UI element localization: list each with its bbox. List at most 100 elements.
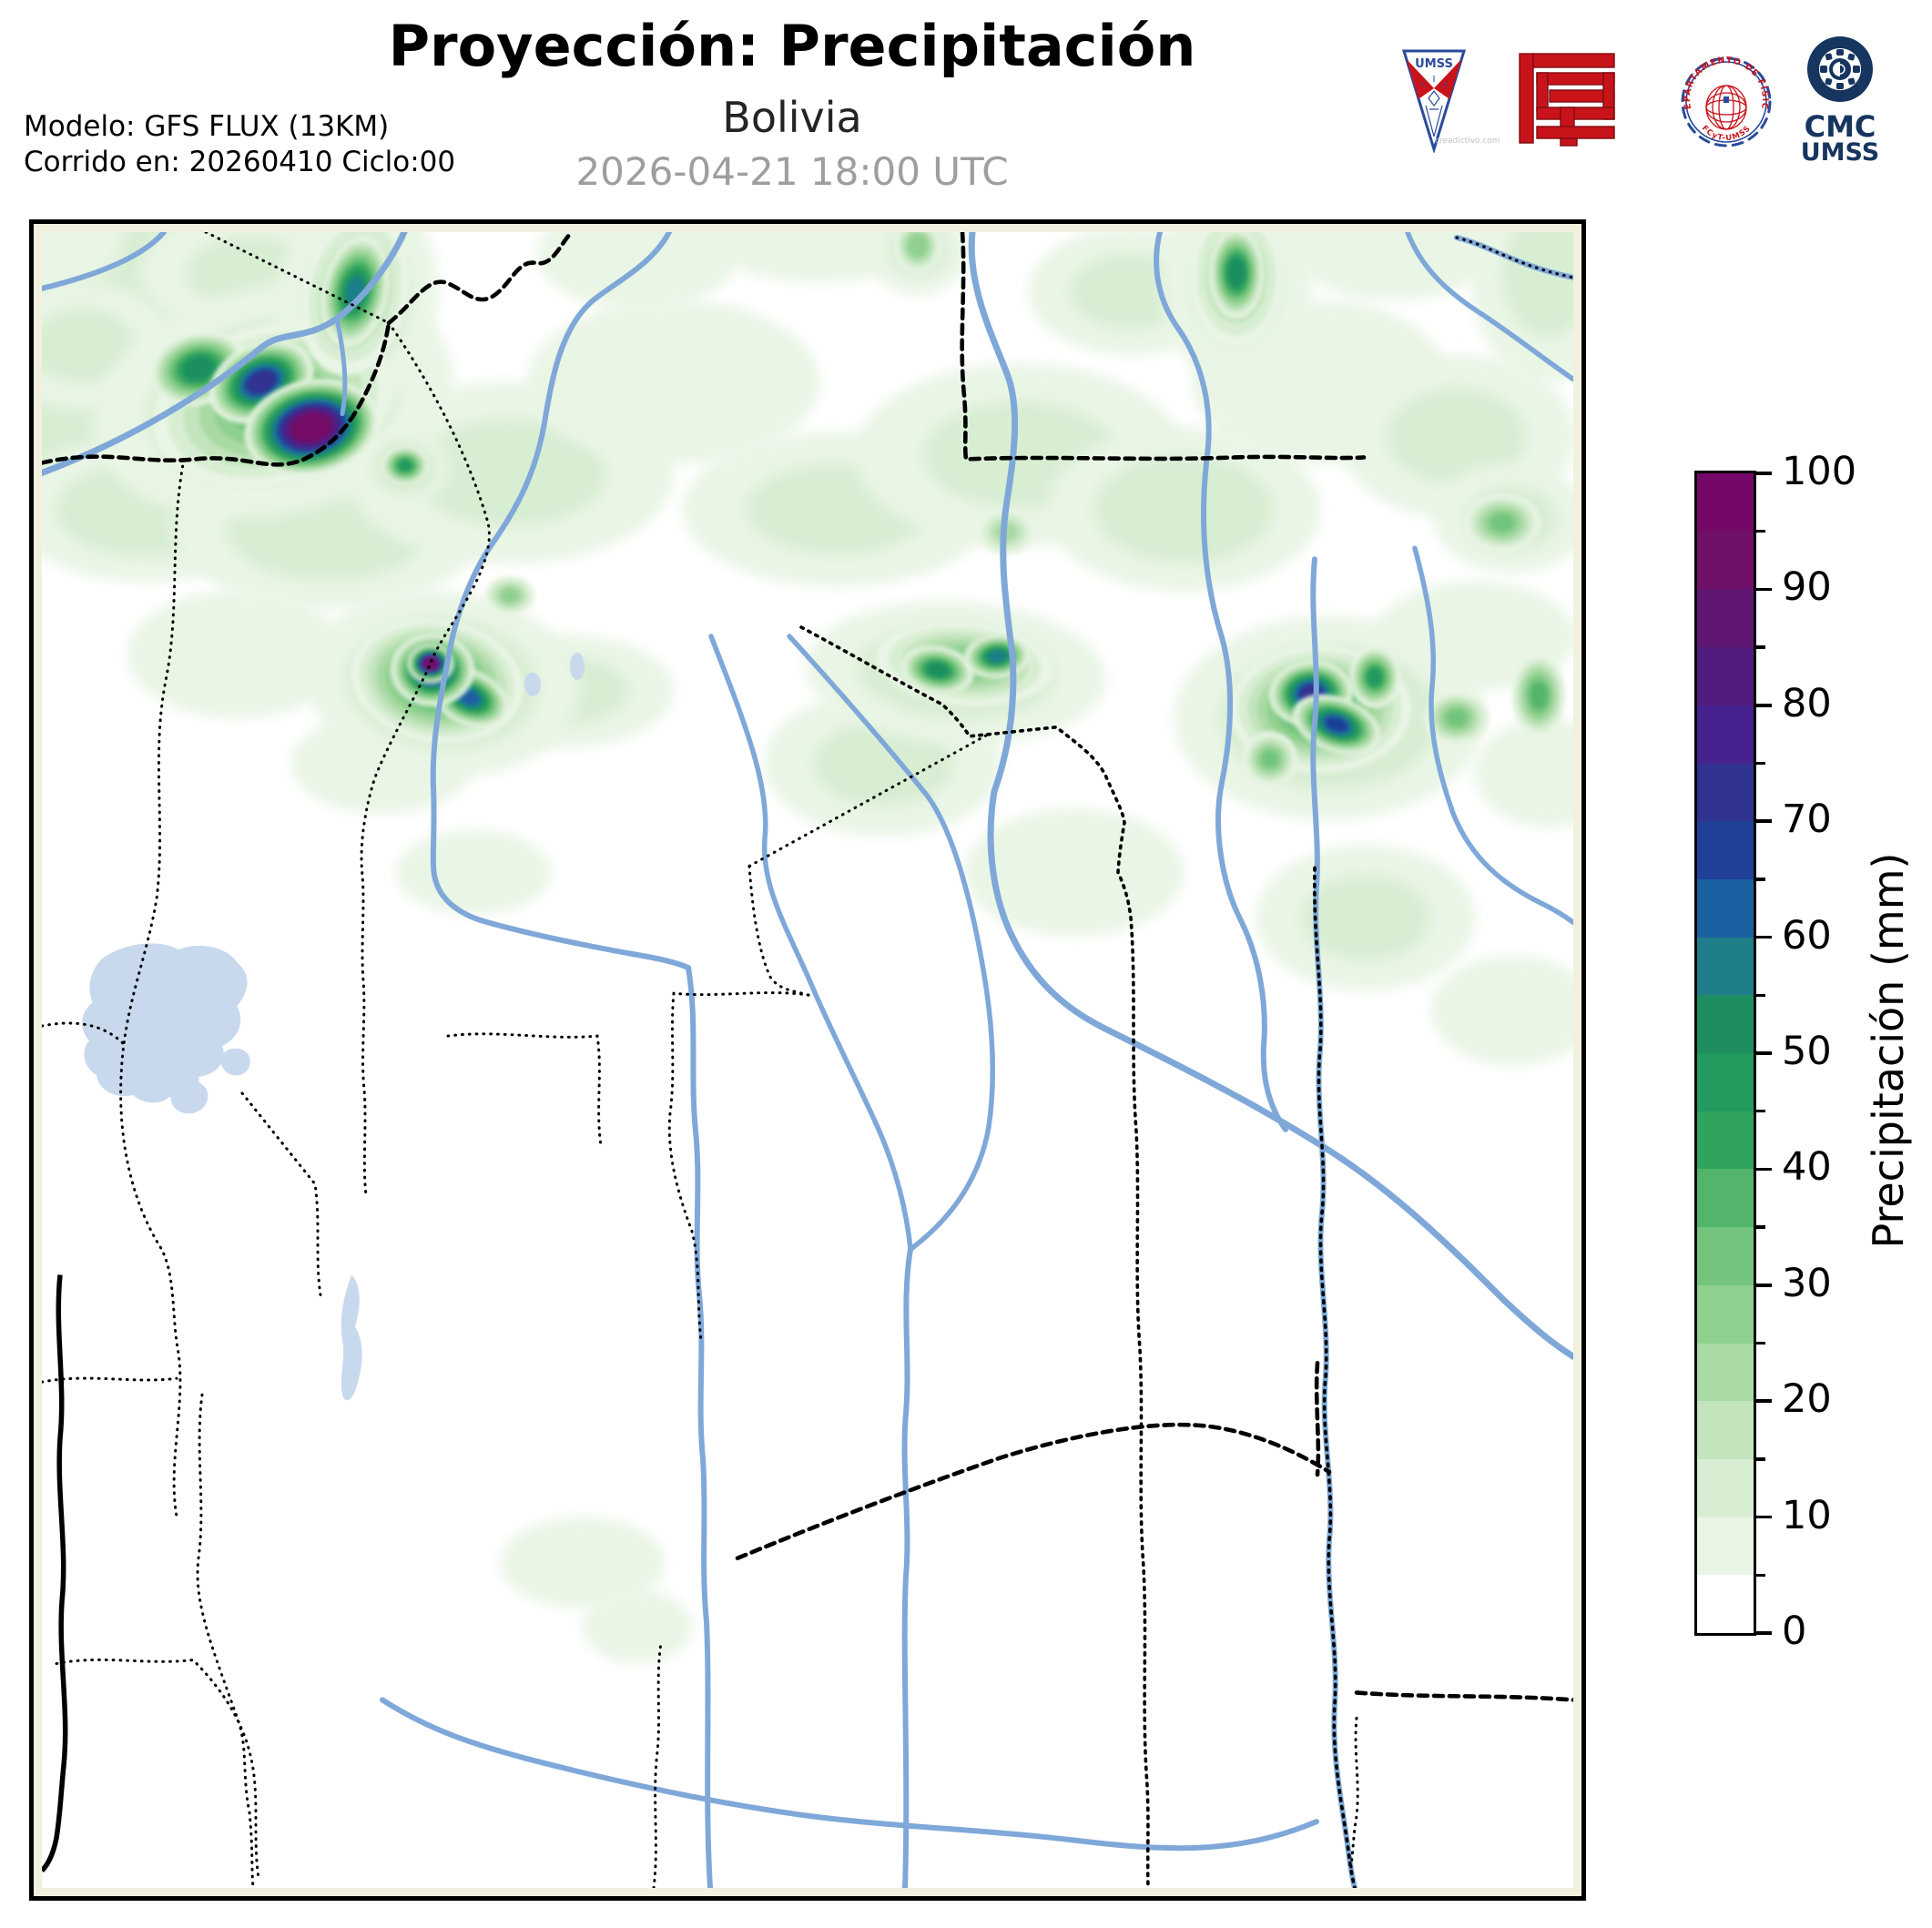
colorbar-tick-label: 20	[1782, 1376, 1832, 1423]
precipitation-cell	[1047, 427, 1320, 592]
precipitation-cell	[501, 1517, 665, 1608]
colorbar-minor-tick	[1756, 645, 1765, 649]
colorbar-major-tick	[1756, 1284, 1772, 1287]
colorbar-major-tick	[1756, 1515, 1772, 1519]
colorbar-segment	[1697, 1401, 1754, 1459]
precipitation-cell	[965, 808, 1184, 937]
colorbar-major-tick	[1756, 704, 1772, 707]
colorbar-tick-label: 70	[1782, 797, 1832, 843]
bolivia-map	[42, 232, 1573, 1888]
precipitation-cell	[1464, 493, 1541, 553]
colorbar-major-tick	[1756, 1051, 1772, 1055]
colorbar-segment	[1697, 1517, 1754, 1576]
colorbar-segment	[1697, 1053, 1754, 1111]
cmc-umss-logo: CMC UMSS	[1801, 36, 1879, 162]
colorbar-segment	[1697, 647, 1754, 705]
page-title: Proyección: Precipitación	[388, 13, 1196, 79]
logo-caption: creadictivo.com	[1435, 137, 1500, 146]
colorbar-major-tick	[1756, 587, 1772, 592]
colorbar-major-tick	[1756, 472, 1772, 475]
cmc-text-line1: CMC	[1805, 109, 1876, 144]
colorbar-tick-label: 30	[1782, 1260, 1832, 1306]
colorbar-tick-label: 40	[1782, 1144, 1832, 1191]
colorbar-segment	[1697, 1169, 1754, 1228]
precipitation-cell	[901, 645, 974, 695]
colorbar-tick-label: 90	[1782, 564, 1832, 611]
colorbar-major-tick	[1756, 1399, 1772, 1403]
model-info: Modelo: GFS FLUX (13KM) Corrido en: 2026…	[24, 109, 455, 180]
colorbar-segment	[1697, 1458, 1754, 1517]
model-name: Modelo: GFS FLUX (13KM)	[24, 110, 390, 143]
colorbar-minor-tick	[1756, 1457, 1765, 1461]
colorbar-segment	[1697, 937, 1754, 996]
department-borders-layer	[42, 232, 1573, 1888]
colorbar-minor-tick	[1756, 1225, 1765, 1229]
precipitation-cell	[484, 575, 535, 616]
precipitation-layer	[42, 232, 1573, 1663]
precipitation-cell	[42, 232, 123, 291]
country-borders-layer	[42, 232, 1573, 1702]
colorbar-segments	[1697, 473, 1754, 1634]
colorbar-segment	[1697, 589, 1754, 648]
precipitation-cell	[528, 299, 819, 464]
colorbar-tick-label: 100	[1782, 449, 1857, 494]
precipitation-cell	[1256, 845, 1475, 991]
colorbar-major-tick	[1756, 819, 1772, 823]
precipitation-cell	[381, 445, 429, 486]
precipitation-cell	[396, 830, 551, 915]
colorbar	[1694, 471, 1756, 1636]
colorbar-segment	[1697, 705, 1754, 764]
colorbar-axis-label: Precipitación (mm)	[1864, 852, 1913, 1249]
colorbar-minor-tick	[1756, 761, 1765, 766]
colorbar-tick-label: 60	[1782, 912, 1832, 959]
colorbar-segment	[1697, 1343, 1754, 1402]
precipitation-cell	[583, 1589, 692, 1663]
page-subtitle: Bolivia	[722, 93, 862, 142]
precipitation-cell	[1284, 232, 1502, 300]
fcyt-red-logo	[1519, 53, 1615, 147]
colorbar-tick-label: 50	[1782, 1029, 1832, 1074]
colorbar-major-tick	[1756, 935, 1772, 939]
colorbar-segment	[1697, 473, 1754, 532]
rivers-layer	[42, 232, 1573, 1888]
umss-pennant-text: UMSS	[1415, 57, 1453, 71]
colorbar-major-tick	[1756, 1167, 1772, 1172]
colorbar-segment	[1697, 1111, 1754, 1170]
umss-pennant-logo: UMSS	[1401, 49, 1467, 153]
map-canvas	[42, 232, 1573, 1888]
lakes-layer	[82, 652, 585, 1401]
forecast-timestamp: 2026-04-21 18:00 UTC	[575, 149, 1009, 194]
colorbar-segment	[1697, 1575, 1754, 1634]
model-run: Corrido en: 20260410 Ciclo:00	[24, 146, 456, 178]
colorbar-segment	[1697, 1284, 1754, 1344]
colorbar-segment	[1697, 995, 1754, 1054]
precipitation-cell	[127, 591, 346, 718]
colorbar-tick-label: 80	[1782, 680, 1832, 726]
colorbar-minor-tick	[1756, 1573, 1765, 1578]
precipitation-cell	[1424, 690, 1490, 746]
colorbar-major-tick	[1756, 1631, 1772, 1635]
solid-border-chile	[42, 1274, 68, 1872]
precipitation-cell	[1243, 731, 1297, 786]
region-borders-layer	[799, 625, 1357, 1888]
colorbar-minor-tick	[1756, 993, 1765, 998]
colorbar-minor-tick	[1756, 529, 1765, 533]
physics-dept-seal: DEPARTAMENTO DE FÍSICA FCyT-UMSS	[1678, 51, 1772, 147]
precipitation-cell	[894, 232, 941, 273]
colorbar-tick-label: 10	[1782, 1492, 1832, 1538]
colorbar-segment	[1697, 531, 1754, 590]
colorbar-segment	[1697, 763, 1754, 822]
precipitation-cell	[1349, 645, 1400, 708]
cmc-text-line2: UMSS	[1801, 138, 1879, 162]
precipitation-cell	[1431, 956, 1573, 1065]
precipitation-cell	[407, 644, 454, 684]
colorbar-segment	[1697, 878, 1754, 938]
precipitation-cell	[244, 379, 379, 476]
colorbar-segment	[1697, 821, 1754, 879]
colorbar-tick-label: 0	[1782, 1608, 1807, 1654]
precipitation-cell	[1511, 653, 1566, 737]
colorbar-segment	[1697, 1227, 1754, 1285]
precipitation-cell	[1475, 717, 1573, 827]
colorbar-minor-tick	[1756, 1109, 1765, 1113]
